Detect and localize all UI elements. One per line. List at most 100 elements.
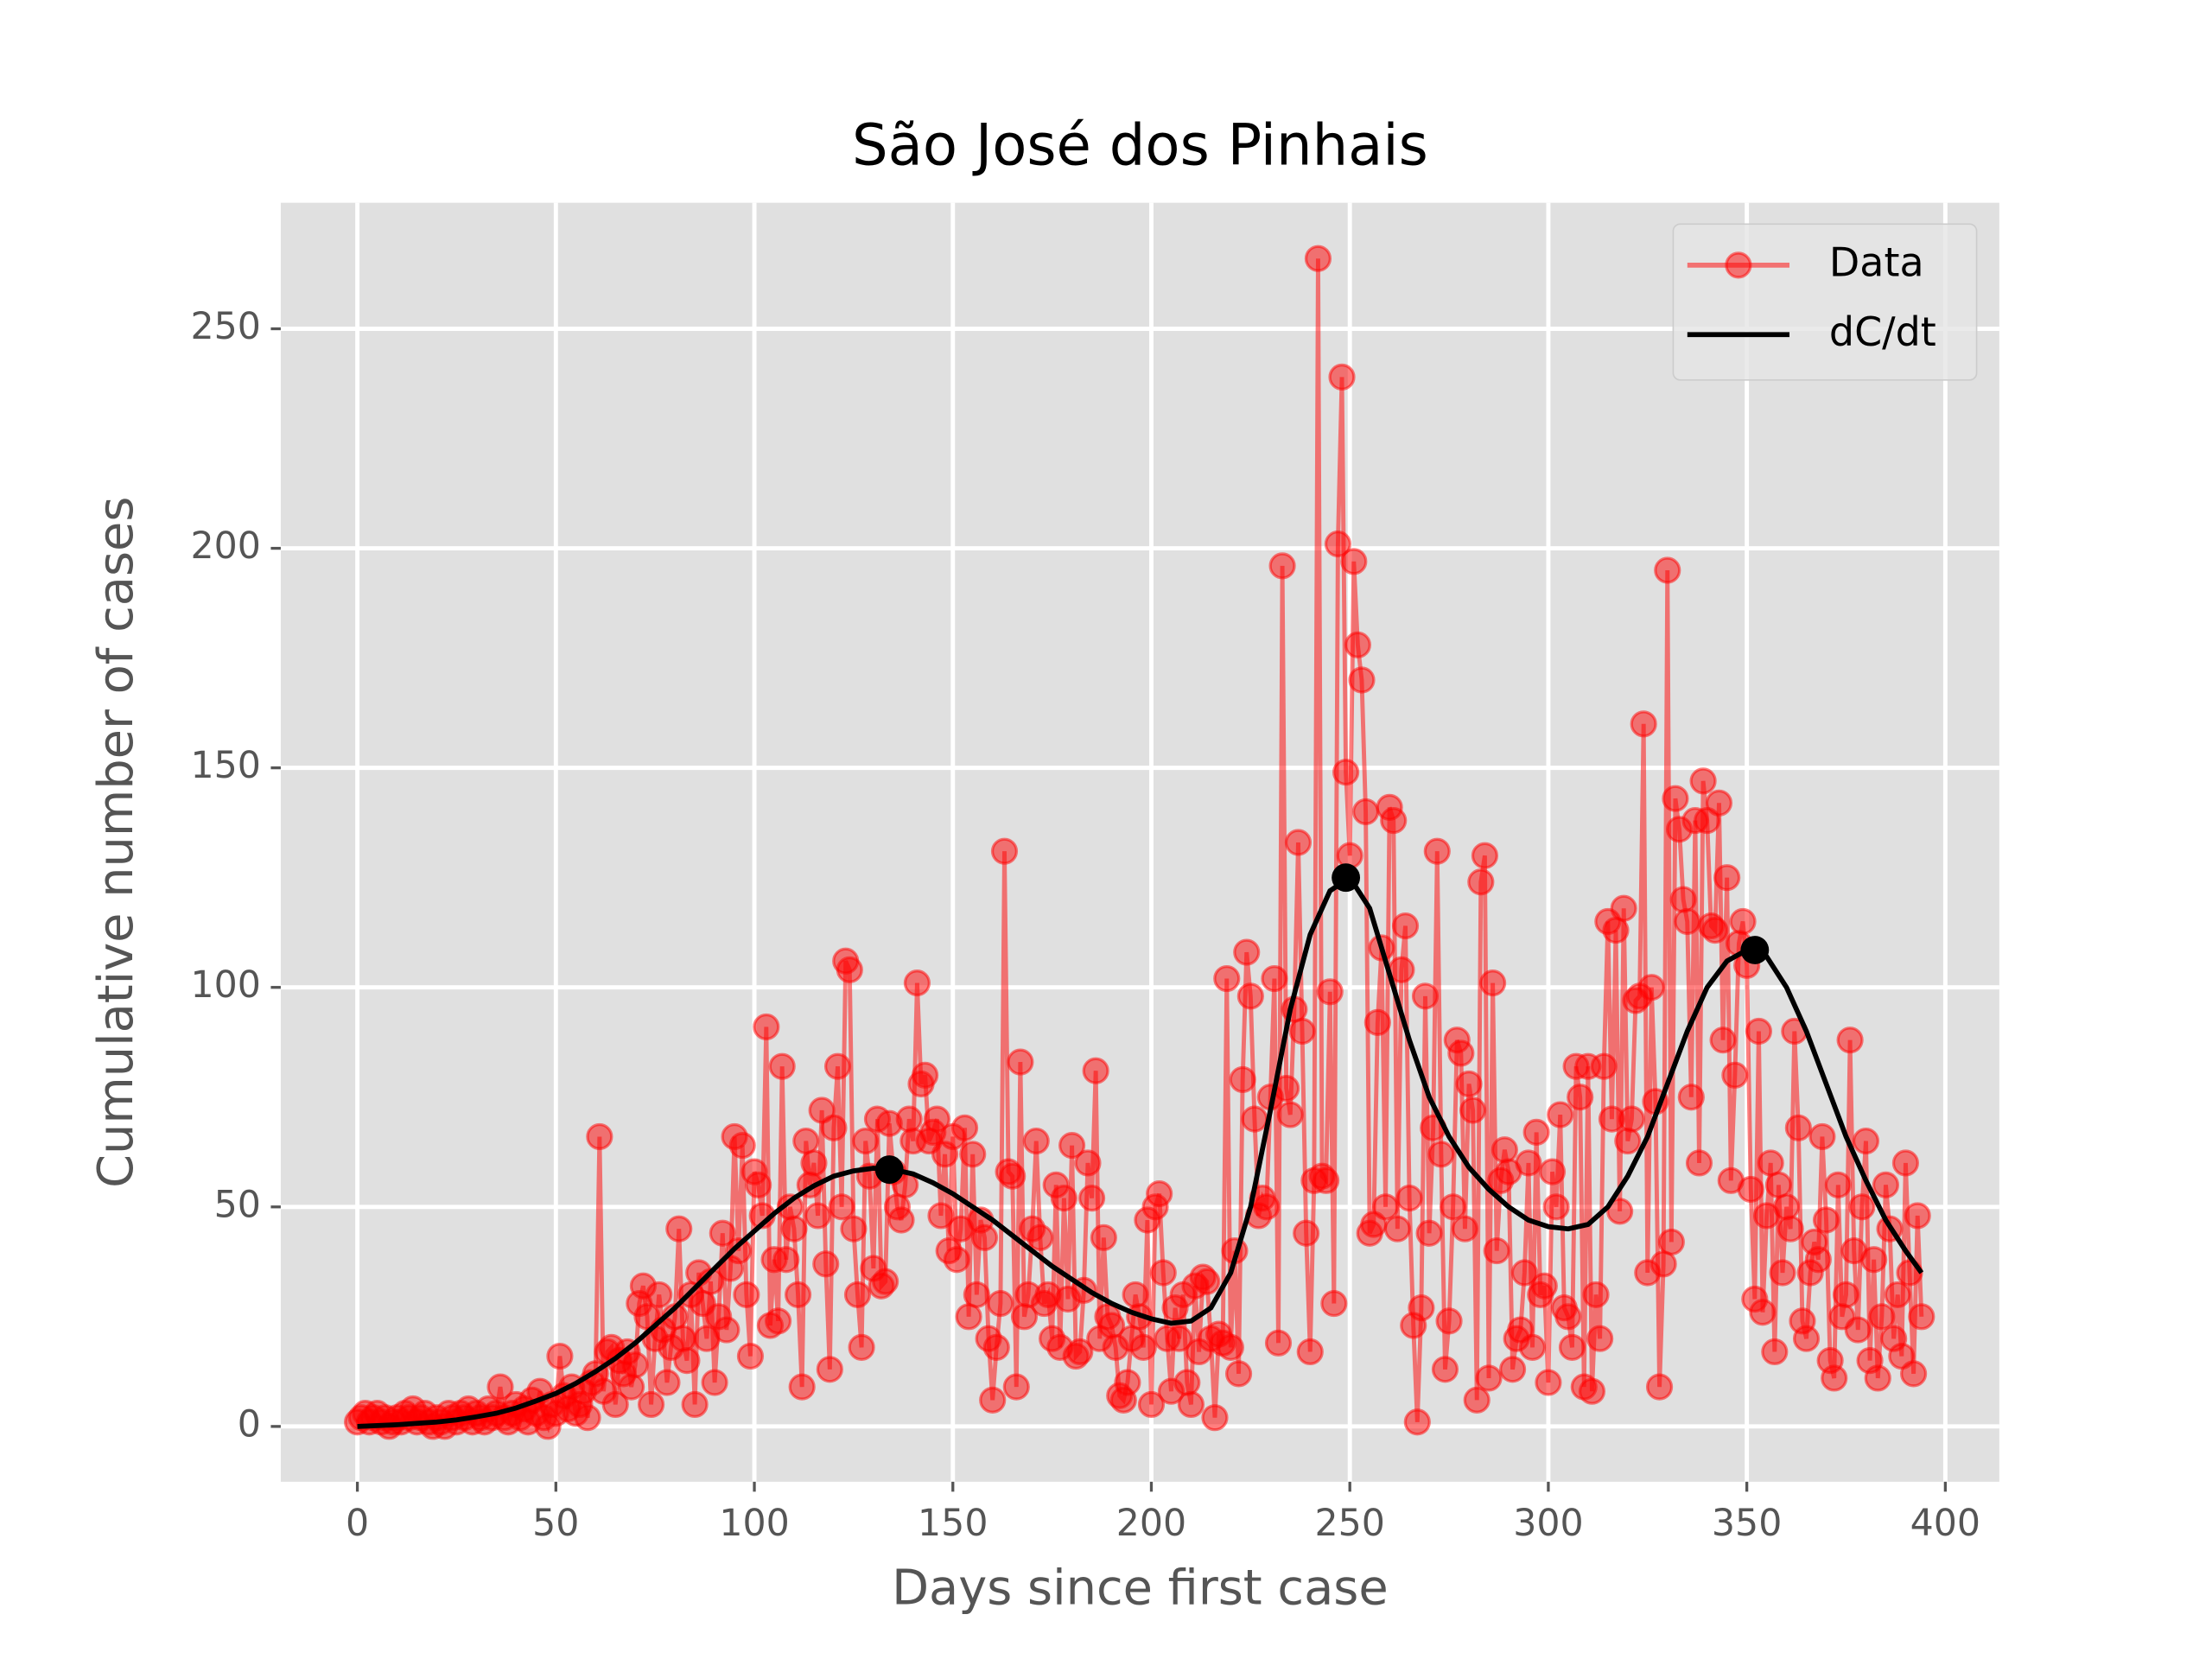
data-point [1479, 969, 1507, 997]
data-point [970, 1224, 999, 1251]
data-point [963, 1281, 990, 1308]
data-point [1649, 1250, 1677, 1278]
data-point [828, 1193, 855, 1221]
data-point [1891, 1149, 1920, 1177]
series-line [357, 874, 1924, 1429]
data-point [887, 1206, 915, 1234]
data-point [1467, 868, 1495, 896]
data-point [1713, 864, 1741, 892]
data-point [1567, 1084, 1594, 1111]
data-point [601, 1390, 629, 1419]
data-point [1852, 1127, 1880, 1155]
legend-label: Data [1829, 238, 1924, 285]
y-tick-label: 0 [238, 1402, 261, 1446]
data-point [943, 1246, 970, 1274]
data-point [546, 1342, 574, 1370]
data-point [669, 1325, 696, 1352]
data-point [1515, 1149, 1542, 1177]
data-point [733, 1281, 760, 1308]
data-point [1554, 1303, 1582, 1331]
data-point [1808, 1122, 1836, 1151]
data-point [1689, 767, 1717, 795]
data-point [895, 1105, 923, 1133]
data-point [1654, 556, 1681, 584]
data-point [1351, 798, 1380, 826]
data-point [1904, 1202, 1931, 1230]
data-point [1229, 1065, 1256, 1094]
data-point [1792, 1325, 1821, 1352]
data-point [1459, 1096, 1487, 1124]
data-point [1224, 1360, 1253, 1388]
data-point [1657, 1228, 1685, 1256]
data-point [1074, 1149, 1102, 1177]
data-point [1022, 1127, 1050, 1155]
x-tick-label: 400 [1910, 1502, 1980, 1545]
x-tick-label: 0 [346, 1502, 369, 1545]
x-tick-label: 300 [1513, 1502, 1583, 1545]
data-point [1129, 1333, 1157, 1361]
data-point [1586, 1325, 1614, 1352]
data-point [1007, 1048, 1034, 1076]
data-point [1471, 842, 1498, 869]
data-point [955, 1303, 982, 1331]
legend-marker [1725, 251, 1752, 279]
y-tick-label: 100 [191, 963, 261, 1007]
data-point [1578, 1377, 1606, 1405]
data-point [1475, 1364, 1503, 1392]
data-point [1463, 1386, 1491, 1414]
data-point [800, 1149, 828, 1177]
data-point [987, 1289, 1014, 1318]
data-point [1784, 1114, 1812, 1141]
data-point [836, 956, 863, 983]
data-point [1860, 1246, 1888, 1274]
data-point [1864, 1364, 1891, 1392]
data-point [486, 1373, 514, 1401]
data-point [1582, 1281, 1610, 1308]
data-point [1236, 982, 1264, 1010]
data-point [1518, 1333, 1547, 1361]
data-point [574, 1404, 601, 1432]
data-point [1380, 807, 1408, 835]
data-point [848, 1333, 875, 1361]
data-point [1427, 1141, 1455, 1168]
data-point [1415, 1219, 1443, 1247]
data-point [950, 1114, 979, 1141]
data-point [1908, 1303, 1936, 1331]
data-point [637, 1390, 665, 1419]
x-tick-label: 200 [1116, 1502, 1186, 1545]
data-point [784, 1281, 812, 1308]
data-point [1253, 1193, 1281, 1221]
data-point [1637, 974, 1665, 1001]
data-point [618, 1373, 645, 1401]
x-tick-label: 150 [918, 1502, 988, 1545]
data-point [1320, 1289, 1348, 1318]
data-point [1844, 1316, 1872, 1344]
data-point [1328, 363, 1356, 391]
data-point [1769, 1259, 1796, 1287]
data-point [1530, 1272, 1558, 1300]
data-point [1383, 1215, 1411, 1243]
data-point [1066, 1338, 1094, 1366]
data-point [1745, 1017, 1773, 1046]
data-point [713, 1316, 741, 1344]
y-tick-label: 50 [214, 1183, 261, 1226]
data-point [1709, 1027, 1737, 1054]
data-point [1749, 1299, 1777, 1326]
data-point [1201, 1404, 1229, 1432]
data-point [1411, 982, 1440, 1010]
data-point [1146, 1179, 1173, 1208]
data-point [1027, 1224, 1054, 1251]
data-point [1440, 1193, 1467, 1221]
data-point [1884, 1281, 1911, 1308]
data-point [1900, 1360, 1928, 1388]
data-point [1166, 1325, 1193, 1352]
data-point [1610, 894, 1637, 922]
data-point [1344, 631, 1371, 658]
data-point [772, 1246, 800, 1274]
data-point [1483, 1237, 1510, 1265]
data-point [840, 1215, 868, 1243]
data-point [872, 1268, 899, 1295]
legend-label: dC/dt [1829, 308, 1936, 355]
peak-point [1740, 936, 1770, 964]
